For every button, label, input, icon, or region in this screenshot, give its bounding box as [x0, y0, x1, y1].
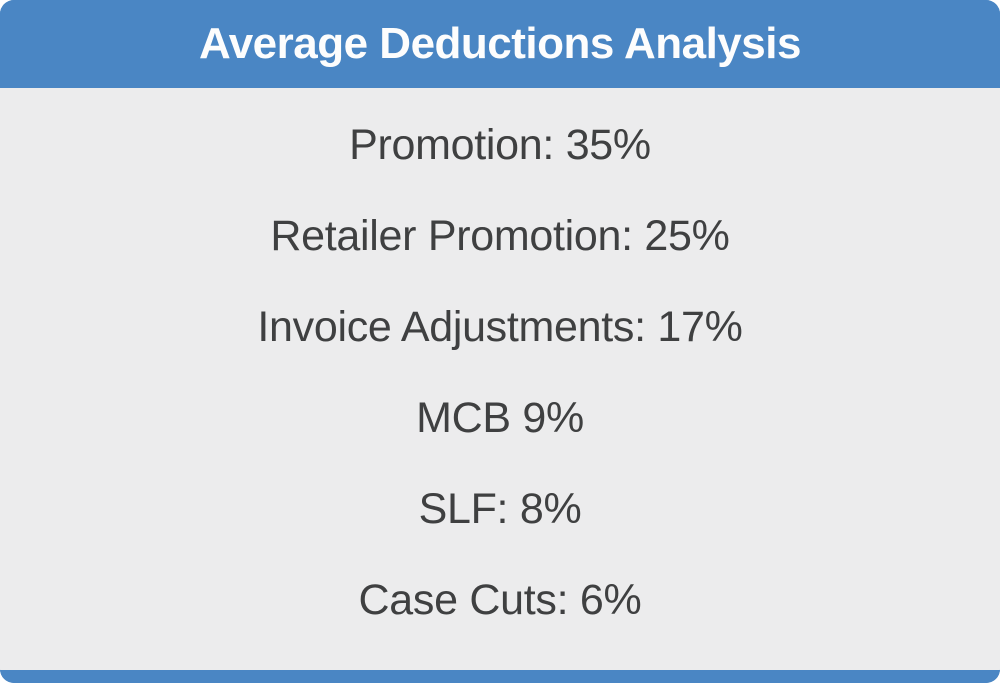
- deduction-text: SLF: 8%: [418, 485, 582, 533]
- deduction-text: Retailer Promotion: 25%: [270, 212, 730, 260]
- card-header: Average Deductions Analysis: [0, 0, 1000, 88]
- deduction-line-retailer-promotion: Retailer Promotion: 25%: [0, 191, 1000, 282]
- deduction-text: MCB 9%: [416, 394, 584, 442]
- deduction-text: Case Cuts: 6%: [358, 576, 642, 624]
- deduction-text: Promotion: 35%: [349, 121, 651, 169]
- card-title: Average Deductions Analysis: [199, 19, 801, 68]
- deduction-line-slf: SLF: 8%: [0, 464, 1000, 555]
- deduction-line-invoice-adjustments: Invoice Adjustments: 17%: [0, 282, 1000, 373]
- deduction-line-mcb: MCB 9%: [0, 373, 1000, 464]
- deduction-text: Invoice Adjustments: 17%: [257, 303, 743, 351]
- footer-accent-bar: [0, 670, 1000, 683]
- card-body: Promotion: 35% Retailer Promotion: 25% I…: [0, 88, 1000, 670]
- deduction-line-promotion: Promotion: 35%: [0, 100, 1000, 191]
- deduction-line-case-cuts: Case Cuts: 6%: [0, 555, 1000, 646]
